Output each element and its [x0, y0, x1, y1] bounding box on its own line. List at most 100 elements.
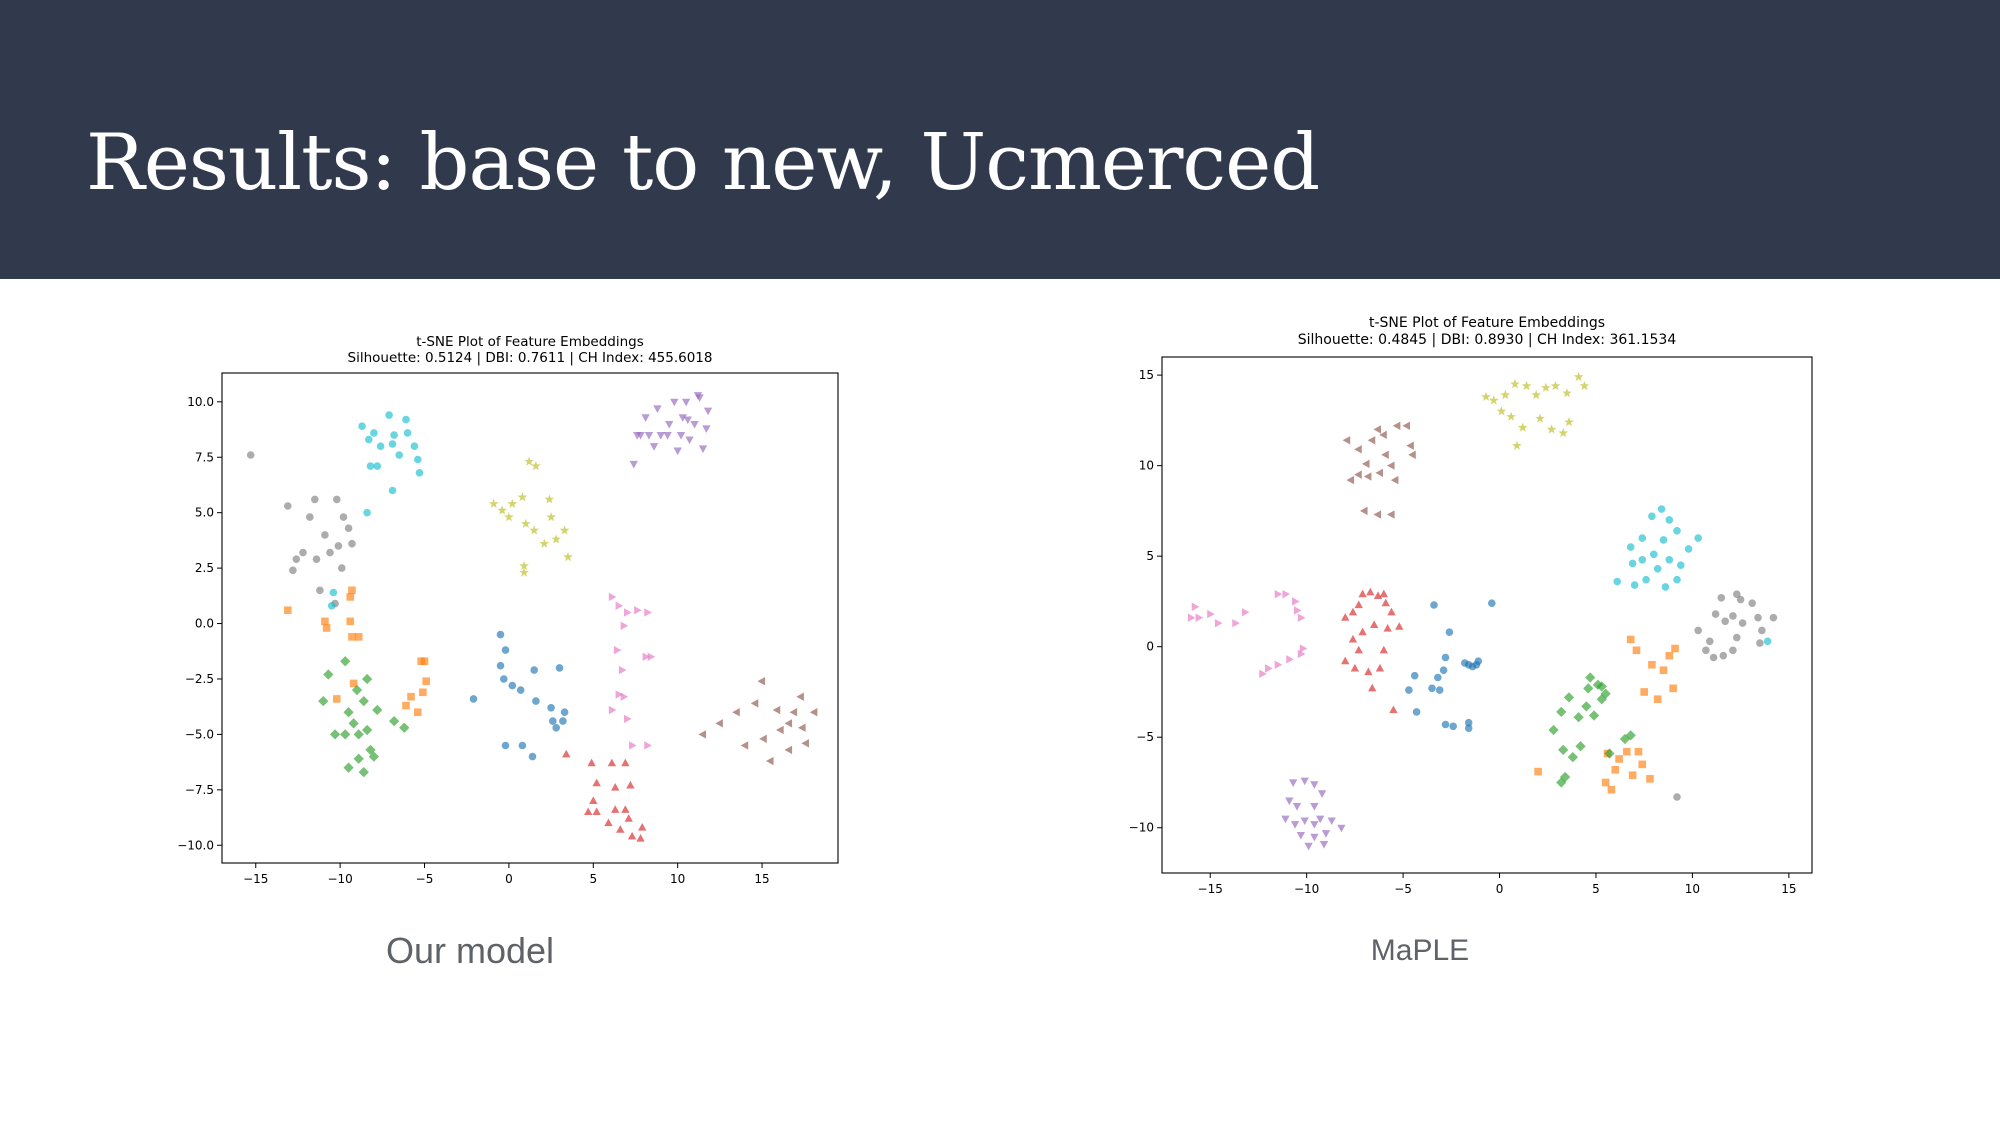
data-point	[551, 534, 561, 544]
data-point	[358, 766, 369, 778]
data-point	[1481, 391, 1491, 401]
data-point	[500, 675, 508, 683]
data-point	[644, 608, 652, 617]
data-point	[1321, 830, 1331, 838]
data-point	[1500, 389, 1511, 400]
data-point	[1573, 712, 1584, 723]
caption-our-model: Our model	[385, 930, 555, 971]
data-point	[1653, 565, 1662, 573]
data-point	[1604, 748, 1615, 759]
data-point	[306, 513, 314, 521]
data-point	[1259, 669, 1267, 679]
data-point	[1395, 622, 1404, 630]
x-tick-label: −10	[327, 872, 352, 886]
data-point	[1342, 436, 1351, 445]
x-tick-label: −10	[1294, 882, 1319, 896]
data-point	[629, 741, 637, 750]
data-point	[690, 420, 699, 429]
chart-subtitle: Silhouette: 0.5124 | DBI: 0.7611 | CH In…	[348, 350, 713, 366]
data-point	[329, 588, 338, 597]
data-point	[549, 717, 557, 725]
data-point	[469, 695, 478, 703]
data-point	[496, 661, 505, 670]
data-point	[1434, 673, 1442, 682]
data-point	[1556, 777, 1567, 788]
data-point	[1717, 594, 1726, 602]
data-point	[343, 762, 354, 773]
data-point	[681, 398, 691, 407]
data-point	[636, 834, 645, 842]
data-point	[560, 708, 569, 716]
data-point	[698, 730, 707, 739]
data-point	[321, 617, 329, 626]
data-point	[1630, 581, 1639, 589]
data-point	[562, 749, 571, 758]
data-point	[1354, 445, 1362, 454]
data-point	[1640, 688, 1648, 696]
data-point	[649, 443, 659, 451]
data-point	[530, 666, 538, 674]
data-point	[653, 405, 662, 414]
y-tick-label: −10.0	[177, 838, 214, 852]
data-point	[1293, 606, 1302, 615]
data-point	[1412, 708, 1421, 716]
data-point	[1709, 653, 1718, 662]
y-tick-label: 0.0	[195, 617, 214, 631]
data-point	[1548, 724, 1559, 736]
data-point	[683, 416, 692, 425]
data-point	[1506, 411, 1516, 421]
data-point	[1626, 635, 1635, 644]
data-point	[604, 818, 613, 827]
data-point	[616, 825, 625, 833]
data-point	[1383, 624, 1392, 632]
data-point	[362, 673, 373, 685]
data-point	[634, 606, 642, 615]
data-point	[1341, 613, 1350, 621]
data-point	[1496, 406, 1507, 416]
data-point	[376, 442, 385, 451]
data-point	[410, 442, 419, 451]
data-point	[1596, 694, 1607, 705]
data-point	[1392, 421, 1401, 430]
data-point	[1736, 595, 1745, 604]
data-point	[626, 780, 635, 789]
data-point	[789, 708, 798, 717]
data-point	[1445, 628, 1454, 636]
data-point	[395, 451, 404, 459]
data-point	[1579, 380, 1590, 391]
data-point	[809, 708, 818, 717]
data-point	[1428, 684, 1436, 693]
data-point	[1472, 661, 1481, 669]
data-point	[1769, 613, 1778, 622]
data-point	[321, 531, 329, 539]
data-point	[340, 656, 351, 667]
data-point	[385, 411, 393, 419]
data-point	[647, 652, 656, 661]
data-point	[1521, 380, 1532, 391]
data-point	[776, 725, 784, 735]
data-point	[332, 695, 341, 703]
data-point	[544, 494, 555, 504]
data-point	[389, 715, 400, 727]
data-point	[1367, 436, 1376, 445]
data-point	[1694, 534, 1702, 542]
data-point	[1299, 644, 1308, 653]
data-point	[592, 807, 601, 816]
data-point	[1733, 590, 1741, 598]
data-point	[1510, 379, 1520, 389]
data-point	[1657, 505, 1666, 513]
data-point	[784, 719, 793, 728]
data-point	[1648, 512, 1656, 521]
data-point	[1611, 766, 1620, 774]
data-point	[289, 566, 297, 575]
data-point	[1410, 671, 1419, 680]
data-point	[528, 752, 537, 761]
data-point	[607, 758, 617, 767]
data-point	[372, 704, 383, 716]
data-point	[1405, 686, 1413, 694]
data-point	[644, 432, 654, 440]
data-point	[524, 456, 534, 466]
data-point	[1363, 472, 1372, 481]
data-point	[546, 512, 556, 522]
data-point	[501, 741, 510, 750]
